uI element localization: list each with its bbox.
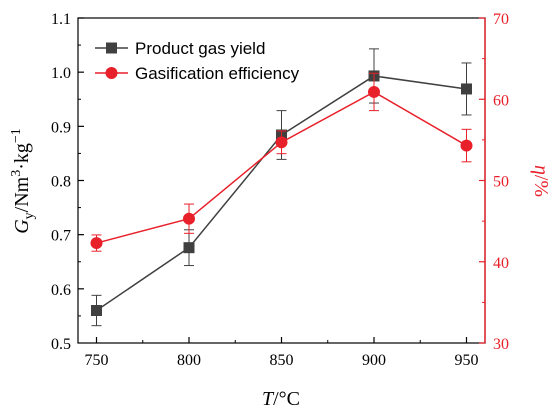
left-title-kg: ·kg [11, 143, 33, 170]
x-title-unit: /°C [273, 388, 300, 410]
x-tick-label: 750 [85, 352, 109, 369]
series-circle [90, 72, 473, 252]
x-axis-title: T/°C [262, 388, 300, 410]
series-square [91, 48, 472, 327]
data-point-circle [90, 237, 103, 250]
x-axis: 750 800 850 900 950 [85, 337, 479, 369]
x-tick-label: 950 [455, 352, 479, 369]
left-tick-label: 0.5 [51, 336, 71, 353]
right-tick-label: 50 [493, 174, 509, 191]
x-tick-label: 850 [270, 352, 294, 369]
data-point-square [461, 83, 472, 95]
data-point-circle [368, 85, 380, 98]
legend-marker-circle [105, 67, 118, 79]
right-tick-label: 70 [493, 11, 509, 28]
left-title-sub: y [22, 212, 37, 219]
left-title-g: G [11, 219, 33, 234]
right-tick-label: 30 [493, 336, 509, 353]
left-y-axis-title: Gy/Nm3·kg−1 [9, 128, 37, 234]
left-tick-label: 1.1 [51, 11, 71, 28]
right-title-unit: /% [530, 175, 550, 197]
legend-marker-square [106, 42, 117, 54]
data-point-circle [275, 136, 288, 149]
right-y-axis: 30 40 50 60 70 [479, 11, 509, 353]
left-title-sup3: 3 [9, 170, 24, 177]
legend-label: Gasification efficiency [135, 64, 300, 83]
series-layer [90, 48, 473, 327]
x-tick-label: 900 [362, 352, 386, 369]
x-tick-label: 800 [177, 352, 201, 369]
right-y-axis-title: η/% [530, 165, 550, 197]
left-title-sup-neg1: −1 [9, 128, 24, 143]
legend-label: Product gas yield [135, 39, 265, 58]
left-tick-label: 0.6 [51, 282, 71, 299]
right-tick-label: 60 [493, 92, 509, 109]
left-tick-label: 0.9 [51, 119, 71, 136]
left-tick-label: 1.0 [51, 65, 71, 82]
legend: Product gas yield Gasification efficiency [95, 39, 300, 83]
data-point-square [183, 242, 195, 254]
left-tick-label: 0.7 [51, 228, 71, 245]
left-title-unit: /Nm [11, 176, 33, 212]
right-tick-label: 40 [493, 255, 509, 272]
right-title-eta: η [530, 165, 550, 175]
data-point-circle [183, 212, 195, 225]
left-y-axis: 0.5 0.6 0.7 0.8 0.9 1.0 1.1 [51, 11, 84, 353]
x-title-t: T [262, 388, 275, 410]
left-tick-label: 0.8 [51, 174, 71, 191]
data-point-circle [460, 139, 473, 152]
data-point-square [91, 305, 102, 316]
